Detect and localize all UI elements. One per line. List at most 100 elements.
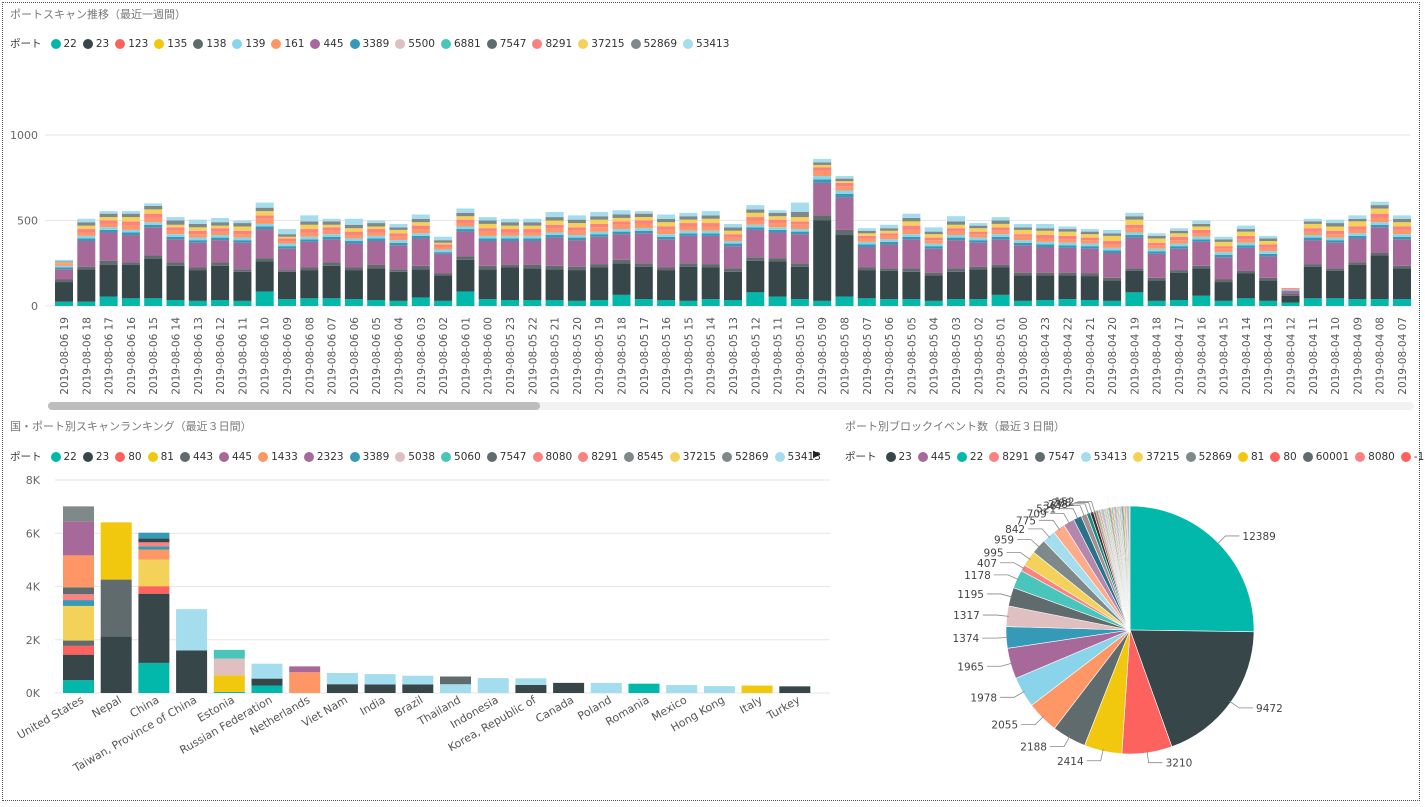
- bar-segment-53413[interactable]: [300, 215, 319, 222]
- bar-segment-161[interactable]: [1058, 239, 1077, 243]
- bar-segment-3389[interactable]: [545, 235, 564, 238]
- bar-segment-3389[interactable]: [63, 600, 94, 606]
- bar-stack[interactable]: [1147, 233, 1166, 306]
- bar-segment-139[interactable]: [211, 235, 230, 238]
- bar-segment-23[interactable]: [1259, 280, 1278, 301]
- bar-stack[interactable]: [402, 675, 434, 693]
- bar-segment-22[interactable]: [501, 300, 519, 306]
- bar-segment-139[interactable]: [679, 230, 698, 234]
- bar-segment-7547[interactable]: [746, 257, 765, 261]
- bar-stack[interactable]: [1303, 218, 1322, 306]
- bar-segment-52869[interactable]: [1103, 233, 1122, 236]
- bar-segment-139[interactable]: [99, 227, 118, 230]
- bar-stack[interactable]: [255, 202, 274, 306]
- bar-segment-37215[interactable]: [1103, 235, 1122, 242]
- bar-segment-23[interactable]: [255, 261, 274, 292]
- bar-segment-139[interactable]: [924, 243, 943, 247]
- bar-segment-22[interactable]: [835, 296, 854, 306]
- bar-segment-23[interactable]: [326, 684, 358, 693]
- bar-segment-53413[interactable]: [251, 663, 283, 679]
- bar-segment-22[interactable]: [857, 298, 876, 306]
- bar-segment-161[interactable]: [1103, 244, 1122, 248]
- bar-segment-23[interactable]: [679, 266, 698, 301]
- bar-segment-5060[interactable]: [213, 649, 245, 659]
- bar-stack[interactable]: [213, 649, 245, 693]
- bar-segment-53413[interactable]: [55, 259, 73, 262]
- bar-segment-22[interactable]: [545, 300, 564, 306]
- bar-segment-37215[interactable]: [1236, 231, 1255, 236]
- bar-segment-3389[interactable]: [138, 546, 170, 550]
- bar-segment-23[interactable]: [768, 261, 787, 297]
- bar-segment-8291[interactable]: [813, 167, 832, 171]
- bar-segment-23[interactable]: [746, 260, 765, 293]
- bar-stack[interactable]: [121, 211, 140, 306]
- bar-segment-8291[interactable]: [746, 217, 765, 221]
- bar-segment-161[interactable]: [1393, 229, 1411, 235]
- bar-segment-7547[interactable]: [478, 265, 497, 270]
- bar-segment-161[interactable]: [991, 230, 1010, 235]
- bar-segment-23[interactable]: [515, 685, 547, 693]
- bar-segment-22[interactable]: [1036, 300, 1055, 306]
- bar-segment-53413[interactable]: [1013, 223, 1032, 228]
- bar-stack[interactable]: [1236, 225, 1255, 306]
- bar-segment-22[interactable]: [679, 300, 698, 306]
- bar-stack[interactable]: [1080, 229, 1099, 306]
- panel2-legend-item-7547[interactable]: 7547: [486, 451, 527, 463]
- bar-segment-3389[interactable]: [121, 232, 140, 236]
- bar-segment-37215[interactable]: [1192, 226, 1211, 230]
- bar-segment-52869[interactable]: [121, 213, 140, 218]
- bar-segment-23[interactable]: [99, 264, 118, 297]
- bar-stack[interactable]: [1058, 226, 1077, 306]
- bar-segment-3389[interactable]: [634, 230, 653, 234]
- bar-segment-37215[interactable]: [612, 217, 631, 222]
- bar-stack[interactable]: [703, 686, 735, 693]
- bar-segment-81[interactable]: [741, 685, 773, 693]
- bar-segment-7547[interactable]: [1192, 265, 1211, 269]
- bar-segment-52869[interactable]: [567, 219, 586, 224]
- bar-stack[interactable]: [947, 216, 965, 306]
- panel2-legend-item-52869[interactable]: 52869: [722, 451, 769, 463]
- bar-segment-53413[interactable]: [389, 223, 408, 228]
- bar-segment-8291[interactable]: [1370, 213, 1389, 218]
- bar-segment-22[interactable]: [657, 300, 676, 306]
- bar-segment-53413[interactable]: [456, 208, 475, 213]
- bar-segment-22[interactable]: [389, 300, 408, 306]
- bar-segment-445[interactable]: [1281, 291, 1300, 295]
- bar-segment-1433[interactable]: [63, 555, 94, 588]
- bar-segment-37215[interactable]: [746, 212, 765, 218]
- bar-segment-22[interactable]: [924, 300, 943, 306]
- bar-segment-161[interactable]: [188, 234, 207, 238]
- bar-segment-3389[interactable]: [1125, 235, 1144, 238]
- bar-segment-139[interactable]: [1170, 243, 1188, 247]
- bar-segment-3389[interactable]: [724, 243, 742, 247]
- bar-segment-23[interactable]: [1348, 264, 1367, 300]
- bar-segment-8291[interactable]: [389, 233, 408, 237]
- bar-segment-8291[interactable]: [969, 231, 988, 235]
- bar-segment-53413[interactable]: [1058, 226, 1077, 230]
- bar-stack[interactable]: [1259, 235, 1278, 306]
- bar-segment-161[interactable]: [1036, 238, 1055, 242]
- bar-segment-445[interactable]: [724, 246, 742, 269]
- bar-segment-139[interactable]: [1013, 240, 1032, 243]
- bar-segment-23[interactable]: [813, 220, 832, 301]
- bar-segment-161[interactable]: [724, 237, 742, 242]
- bar-segment-7547[interactable]: [1058, 272, 1077, 276]
- bar-segment-37215[interactable]: [77, 225, 96, 230]
- panel3-legend-item-60001[interactable]: 60001: [1302, 451, 1349, 463]
- bar-stack[interactable]: [813, 158, 832, 306]
- bar-segment-161[interactable]: [77, 232, 96, 236]
- bar-stack[interactable]: [63, 506, 94, 693]
- bar-segment-139[interactable]: [255, 223, 274, 227]
- bar-segment-161[interactable]: [456, 223, 475, 227]
- bar-stack[interactable]: [166, 217, 185, 306]
- bar-stack[interactable]: [251, 663, 283, 693]
- bar-segment-7547[interactable]: [121, 262, 140, 265]
- bar-segment-445[interactable]: [857, 247, 876, 268]
- bar-segment-52869[interactable]: [233, 223, 252, 227]
- bar-segment-53413[interactable]: [440, 684, 471, 693]
- bar-stack[interactable]: [1103, 229, 1122, 306]
- bar-segment-52869[interactable]: [835, 178, 854, 182]
- bar-segment-53413[interactable]: [434, 236, 453, 241]
- bar-stack[interactable]: [666, 685, 698, 693]
- bar-segment-37215[interactable]: [278, 236, 296, 239]
